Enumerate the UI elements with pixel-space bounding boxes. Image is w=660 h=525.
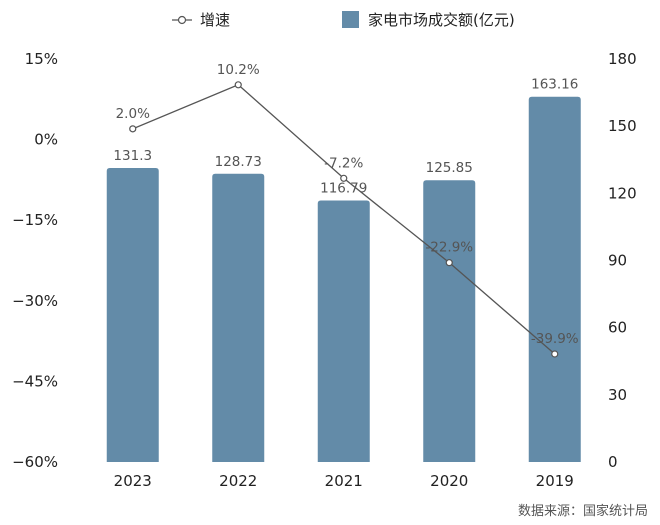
bar-value-label: 131.3 [113, 148, 152, 164]
bar-value-label: 128.73 [215, 154, 262, 170]
legend-label-sales: 家电市场成交额(亿元) [368, 11, 515, 29]
left-tick-label: −45% [12, 372, 58, 390]
right-tick-label: 30 [608, 386, 627, 404]
legend-bar-swatch [342, 11, 359, 28]
right-axis: 180 150 120 90 60 30 0 [608, 50, 637, 471]
left-tick-label: −30% [12, 292, 58, 310]
growth-line-layer [129, 81, 559, 358]
growth-labels: 2.0% 10.2% -7.2% -22.9% -39.9% [116, 62, 579, 347]
bar-value-label: 163.16 [531, 77, 578, 93]
legend-label-growth: 增速 [200, 11, 230, 29]
growth-point-2019 [551, 350, 559, 358]
left-tick-label: 15% [25, 50, 58, 68]
x-tick-label: 2022 [219, 472, 257, 490]
bar-2019 [528, 96, 581, 463]
bar-2022 [212, 173, 265, 462]
growth-value-label: 2.0% [116, 106, 150, 122]
growth-value-label: -22.9% [425, 240, 473, 256]
right-tick-label: 120 [608, 184, 637, 202]
growth-point-2023 [129, 125, 137, 133]
left-tick-label: 0% [34, 131, 58, 149]
right-tick-label: 150 [608, 117, 637, 135]
left-tick-label: −15% [12, 211, 58, 229]
source-note: 数据来源：国家统计局 [518, 503, 648, 519]
growth-point-2020 [445, 259, 453, 267]
x-axis: 2023 2022 2021 2020 2019 [114, 472, 574, 490]
left-axis: 15% 0% −15% −30% −45% −60% [12, 50, 58, 471]
bar-2020 [423, 180, 476, 462]
x-tick-label: 2020 [430, 472, 468, 490]
growth-value-label: -7.2% [324, 155, 363, 171]
x-tick-label: 2023 [114, 472, 152, 490]
growth-point-2022 [234, 81, 242, 89]
right-tick-label: 180 [608, 50, 637, 68]
growth-value-label: -39.9% [531, 331, 579, 347]
right-tick-label: 60 [608, 319, 627, 337]
x-tick-label: 2021 [325, 472, 363, 490]
left-tick-label: −60% [12, 453, 58, 471]
growth-value-label: 10.2% [217, 62, 260, 78]
bar-value-label: 116.79 [320, 181, 367, 197]
x-tick-label: 2019 [536, 472, 574, 490]
growth-point-2021 [340, 174, 348, 182]
bar-value-label: 125.85 [426, 160, 473, 176]
legend-marker-icon [177, 15, 187, 25]
right-tick-label: 0 [608, 453, 618, 471]
bar-2021 [317, 200, 370, 462]
right-tick-label: 90 [608, 252, 627, 270]
legend: 增速 家电市场成交额(亿元) [172, 11, 515, 29]
bar-labels: 131.3 128.73 116.79 125.85 163.16 [113, 77, 578, 197]
bars [106, 96, 581, 463]
bar-2023 [106, 168, 159, 463]
